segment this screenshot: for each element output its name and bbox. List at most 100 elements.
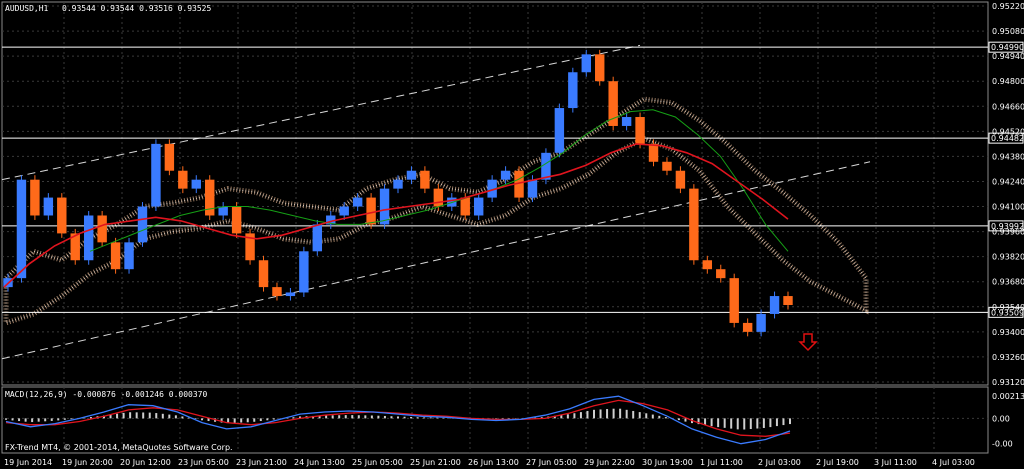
y-tick-label: 0.93820 — [992, 253, 1024, 262]
candle-body — [716, 269, 726, 279]
candle-body — [568, 72, 578, 109]
candle-body — [473, 197, 484, 216]
candle-body — [689, 188, 699, 261]
x-tick-label: 25 Jun 21:00 — [410, 458, 461, 467]
x-tick-label: 23 Jun 05:00 — [178, 458, 229, 467]
price-level-box — [988, 220, 1024, 232]
x-tick-label: 1 Jul 11:00 — [700, 458, 743, 467]
time-axis: 19 Jun 2014 19 Jun 20:00 20 Jun 12:00 23 Ju… — [4, 458, 975, 467]
price-axis: 0.95220 0.95080 0.94940 0.94800 0.94660 0.945… — [992, 2, 1024, 387]
candle-body — [487, 179, 497, 198]
candle-body — [191, 179, 201, 189]
x-tick-label: 30 Jun 19:00 — [642, 458, 693, 467]
y-tick-label: 0.94520 — [992, 127, 1024, 136]
candle-body — [608, 81, 618, 126]
candle-body — [621, 117, 632, 126]
candle-body — [218, 206, 228, 216]
cloud-edge — [5, 98, 867, 324]
candle-body — [83, 215, 94, 261]
candle-body — [500, 170, 511, 180]
price-level-label: 0.93509 — [991, 308, 1024, 317]
ma-slow-line — [89, 109, 789, 252]
price-candles — [3, 49, 793, 337]
x-tick-label: 19 Jun 20:00 — [62, 458, 113, 467]
symbol-label: AUDUSD,H1 — [5, 4, 49, 13]
macd-signal-line — [5, 399, 791, 437]
macd-y-tick-label: 0.00 — [992, 414, 1010, 423]
candle-body — [675, 170, 686, 189]
candle-body — [30, 179, 40, 216]
y-tick-label: 0.94800 — [992, 77, 1024, 86]
candle-body — [258, 260, 269, 288]
channel-upper-line — [1, 44, 641, 181]
candle-body — [164, 143, 175, 171]
x-tick-label: 4 Jul 03:00 — [932, 458, 975, 467]
candle-body — [137, 206, 148, 243]
price-level-box — [988, 306, 1024, 318]
y-tick-label: 0.93540 — [992, 303, 1024, 312]
macd-main-line — [5, 395, 791, 445]
candle-body — [742, 322, 753, 332]
candle-body — [312, 224, 323, 252]
candle-body — [151, 143, 161, 207]
candle-body — [231, 206, 242, 234]
candle-body — [406, 170, 417, 180]
candle-body — [379, 188, 390, 225]
sell-arrow-icon — [798, 333, 818, 352]
y-tick-label: 0.94380 — [992, 152, 1024, 161]
candle-body — [420, 170, 430, 189]
candle-body — [554, 108, 565, 153]
candle-body — [285, 292, 296, 297]
x-tick-label: 3 Jul 11:00 — [874, 458, 917, 467]
candle-body — [662, 161, 672, 171]
main-pane-frame — [1, 1, 989, 386]
y-tick-label: 0.95220 — [992, 2, 1024, 11]
candle-body — [70, 233, 80, 261]
candle-body — [57, 197, 67, 234]
ohlc-readout: 0.93544 0.93544 0.93516 0.93525 — [62, 4, 211, 13]
candle-body — [648, 143, 659, 162]
candle-body — [97, 215, 107, 243]
candle-body — [729, 278, 739, 323]
candle-body — [16, 179, 27, 279]
y-tick-label: 0.94660 — [992, 102, 1024, 111]
macd-y-tick-label: -0.00 — [992, 440, 1013, 449]
candle-body — [178, 170, 188, 189]
candle-body — [205, 179, 215, 216]
copyright-text: FX-Trend MT4, © 2001-2014, MetaQuotes So… — [5, 443, 233, 452]
candle-body — [702, 260, 713, 270]
candle-body — [326, 215, 336, 225]
y-tick-label: 0.94940 — [992, 52, 1024, 61]
horizontal-price-lines: 0.94990 0.94482 0.93992 0.93509 — [2, 41, 1024, 318]
price-level-label: 0.93992 — [991, 222, 1024, 231]
candle-body — [272, 287, 282, 297]
candle-body — [460, 197, 470, 216]
ichimoku-cloud — [3, 96, 869, 327]
x-tick-label: 2 Jul 19:00 — [816, 458, 859, 467]
candle-body — [769, 296, 780, 314]
price-level-box — [988, 41, 1024, 53]
x-tick-label: 25 Jun 05:00 — [352, 458, 403, 467]
candle-body — [635, 117, 645, 144]
x-tick-label: 27 Jun 05:00 — [526, 458, 577, 467]
channel-lower-line — [1, 161, 871, 360]
y-tick-label: 0.93680 — [992, 278, 1024, 287]
moving-averages — [3, 109, 789, 288]
grid — [2, 2, 988, 453]
candle-body — [299, 251, 309, 293]
price-level-label: 0.94482 — [991, 134, 1024, 143]
candle-body — [43, 197, 54, 216]
y-tick-label: 0.94100 — [992, 203, 1024, 212]
candle-body — [366, 197, 376, 225]
macd-pane-frame — [1, 386, 989, 454]
candle-body — [581, 54, 591, 73]
candle-body — [339, 206, 349, 216]
price-level-label: 0.94990 — [991, 43, 1024, 52]
x-tick-label: 29 Jun 22:00 — [584, 458, 635, 467]
x-tick-label: 23 Jun 21:00 — [236, 458, 287, 467]
candle-body — [595, 54, 605, 82]
candle-body — [110, 242, 121, 270]
candle-body — [514, 170, 524, 198]
candle-body — [541, 152, 551, 180]
